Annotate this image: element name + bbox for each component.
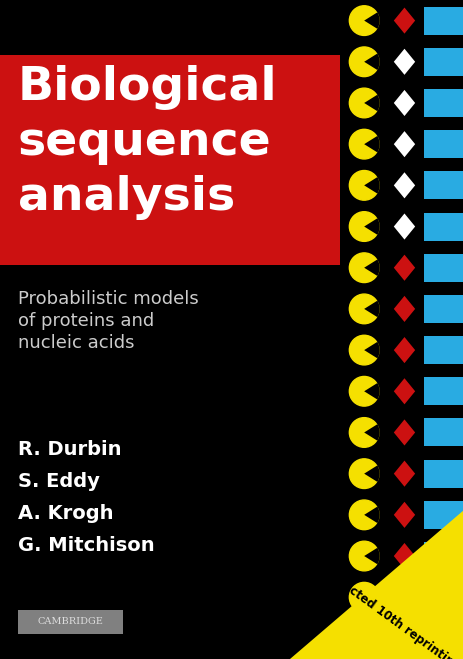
Bar (423, 48, 463, 76)
Polygon shape (393, 7, 414, 34)
Circle shape (349, 253, 378, 283)
Circle shape (349, 335, 378, 365)
Polygon shape (393, 49, 414, 75)
Wedge shape (363, 177, 379, 194)
Bar (423, 501, 463, 529)
Wedge shape (363, 383, 379, 399)
Circle shape (349, 294, 378, 324)
Polygon shape (393, 337, 414, 363)
Text: R. Durbin: R. Durbin (18, 440, 121, 459)
Polygon shape (393, 419, 414, 445)
Bar (423, 254, 463, 282)
Polygon shape (393, 296, 414, 322)
Bar (423, 418, 463, 447)
Bar (423, 212, 463, 241)
Bar (339, 577, 463, 618)
Wedge shape (363, 465, 379, 482)
Bar (339, 82, 463, 124)
Bar (339, 618, 463, 659)
Bar (339, 494, 463, 535)
Bar (339, 412, 463, 453)
Bar (423, 295, 463, 323)
Bar (423, 583, 463, 612)
Wedge shape (363, 342, 379, 358)
Bar (423, 377, 463, 405)
Wedge shape (363, 53, 379, 70)
Polygon shape (393, 90, 414, 116)
Bar (339, 330, 463, 370)
Polygon shape (393, 584, 414, 610)
Polygon shape (393, 254, 414, 281)
Text: A. Krogh: A. Krogh (18, 504, 113, 523)
Bar (18, 610, 123, 634)
Polygon shape (289, 510, 463, 659)
Circle shape (349, 500, 378, 530)
Text: analysis: analysis (18, 175, 235, 220)
Polygon shape (393, 172, 414, 198)
Bar (339, 206, 463, 247)
Bar (339, 535, 463, 577)
Circle shape (349, 212, 378, 241)
Circle shape (349, 88, 378, 118)
Text: S. Eddy: S. Eddy (18, 472, 100, 491)
Bar (339, 247, 463, 289)
Polygon shape (393, 625, 414, 652)
Bar (339, 289, 463, 330)
Bar (423, 460, 463, 488)
Circle shape (349, 129, 378, 159)
Wedge shape (363, 260, 379, 276)
Bar (423, 336, 463, 364)
Bar (423, 625, 463, 652)
Bar (0, 55, 354, 265)
Polygon shape (393, 501, 414, 528)
Bar (339, 453, 463, 494)
Polygon shape (393, 214, 414, 240)
Wedge shape (363, 301, 379, 317)
Circle shape (349, 583, 378, 612)
Polygon shape (393, 378, 414, 405)
Polygon shape (393, 461, 414, 487)
Wedge shape (363, 424, 379, 441)
Circle shape (349, 47, 378, 76)
Wedge shape (363, 589, 379, 606)
Wedge shape (363, 507, 379, 523)
Circle shape (349, 6, 378, 36)
Bar (423, 542, 463, 570)
Wedge shape (363, 13, 379, 29)
Bar (339, 370, 463, 412)
Bar (423, 130, 463, 158)
Text: nucleic acids: nucleic acids (18, 334, 134, 352)
Text: Probabilistic models: Probabilistic models (18, 290, 198, 308)
Text: of proteins and: of proteins and (18, 312, 154, 330)
Circle shape (349, 171, 378, 200)
Text: CAMBRIDGE: CAMBRIDGE (38, 617, 103, 627)
Wedge shape (363, 136, 379, 152)
Circle shape (349, 418, 378, 447)
Bar (339, 41, 463, 82)
Bar (423, 89, 463, 117)
Text: Biological: Biological (18, 65, 277, 110)
Bar (423, 7, 463, 35)
Bar (339, 165, 463, 206)
Circle shape (349, 541, 378, 571)
Wedge shape (363, 630, 379, 646)
Circle shape (349, 376, 378, 406)
Text: sequence: sequence (18, 120, 271, 165)
Polygon shape (393, 543, 414, 569)
Bar (339, 0, 463, 41)
Wedge shape (363, 218, 379, 235)
Text: Corrected 10th reprinting: Corrected 10th reprinting (316, 563, 462, 659)
Wedge shape (363, 95, 379, 111)
Circle shape (349, 623, 378, 653)
Polygon shape (393, 131, 414, 158)
Wedge shape (363, 548, 379, 564)
Bar (339, 124, 463, 165)
Bar (423, 171, 463, 199)
Text: G. Mitchison: G. Mitchison (18, 536, 154, 555)
Circle shape (349, 459, 378, 488)
